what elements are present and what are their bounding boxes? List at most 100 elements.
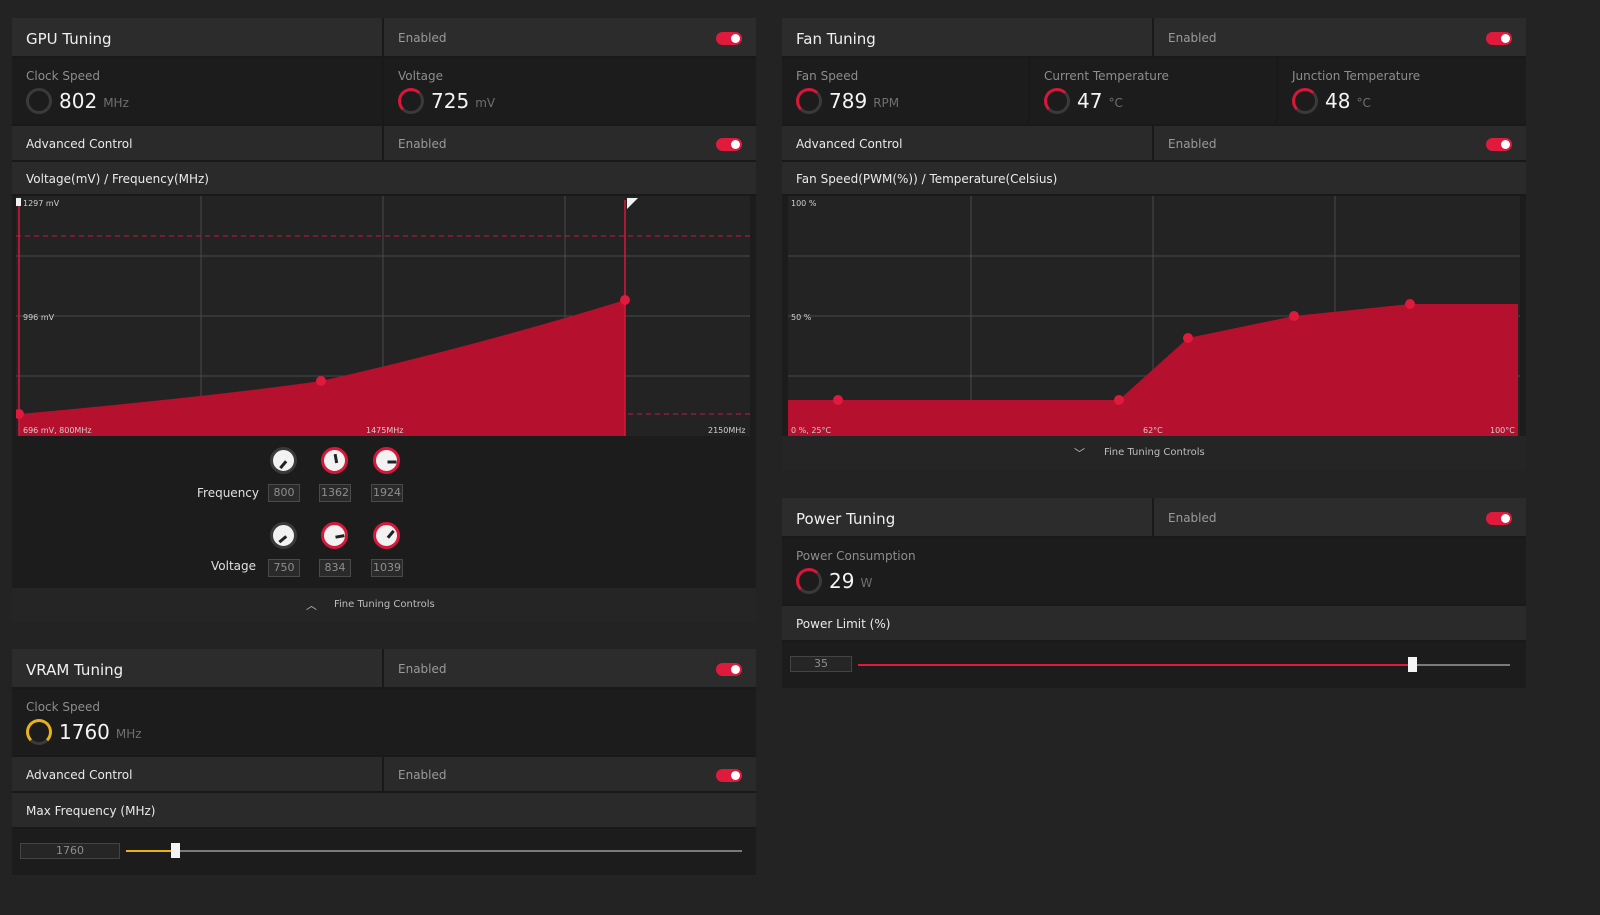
power-consumption-value: 29 — [829, 569, 855, 593]
gpu-fine-tuning-toggle[interactable]: ︿ Fine Tuning Controls — [12, 588, 756, 622]
gpu-tuning-toggle[interactable] — [716, 32, 742, 45]
power-limit-input[interactable]: 35 — [790, 656, 852, 672]
max-frequency-input[interactable]: 1760 — [20, 843, 120, 859]
fan-tuning-status: Enabled — [1168, 31, 1217, 45]
vram-clock-speed-label: Clock Speed — [26, 700, 101, 714]
gpu-chart-title: Voltage(mV) / Frequency(MHz) — [26, 172, 209, 186]
vram-clock-speed-value: 1760 — [59, 720, 110, 744]
gpu-advanced-control-row: Advanced Control Enabled — [12, 126, 756, 162]
vram-advanced-control-row: Advanced Control Enabled — [12, 757, 756, 793]
power-consumption-unit: W — [860, 576, 873, 590]
fan-advanced-control-label: Advanced Control — [796, 137, 903, 151]
gpu-tuning-panel: GPU Tuning Enabled Clock Speed 802 MHz V… — [12, 18, 756, 622]
gpu-advanced-control-status: Enabled — [398, 137, 447, 151]
vram-clock-speed-unit: MHz — [115, 727, 142, 741]
fan-fine-tuning-toggle[interactable]: ﹀ Fine Tuning Controls — [782, 436, 1526, 470]
power-limit-slider-thumb[interactable] — [1408, 657, 1417, 672]
vram-tuning-panel: VRAM Tuning Enabled Clock Speed 1760 MHz… — [12, 649, 756, 875]
max-frequency-slider-fill — [126, 850, 175, 852]
fan-advanced-control-toggle[interactable] — [1486, 138, 1512, 151]
vram-advanced-control-label: Advanced Control — [26, 768, 133, 782]
current-temperature-unit: °C — [1108, 96, 1123, 110]
junction-temperature-gauge-icon — [1292, 88, 1318, 114]
gpu-chart-bottom-right-label: 2150MHz — [708, 426, 746, 435]
chevron-up-icon: ︿ — [306, 599, 317, 612]
clock-speed-gauge-icon — [26, 88, 52, 114]
fan-chart-bottom-mid-label: 62°C — [1143, 426, 1163, 435]
gpu-chart-bottom-mid-label: 1475MHz — [366, 426, 404, 435]
gpu-metrics-row: Clock Speed 802 MHz Voltage 725 mV — [12, 58, 756, 126]
frequency-knob-3[interactable] — [373, 447, 400, 474]
fan-chart-top-left-label: 100 % — [791, 199, 817, 208]
voltage-knob-2[interactable] — [321, 522, 348, 549]
clock-speed-label: Clock Speed — [26, 69, 101, 83]
frequency-knob-2[interactable] — [321, 447, 348, 474]
power-tuning-panel: Power Tuning Enabled Power Consumption 2… — [782, 498, 1526, 688]
fan-tuning-toggle[interactable] — [1486, 32, 1512, 45]
fan-speed-gauge-icon — [796, 88, 822, 114]
max-frequency-slider-thumb[interactable] — [171, 843, 180, 858]
voltage-value: 725 — [431, 89, 470, 113]
fan-advanced-control-status: Enabled — [1168, 137, 1217, 151]
frequency-input-3[interactable]: 1924 — [371, 484, 403, 502]
gpu-tuning-title: GPU Tuning — [26, 30, 112, 48]
voltage-frequency-curve[interactable] — [16, 196, 750, 436]
power-limit-slider-fill — [858, 664, 1412, 666]
gpu-advanced-control-toggle[interactable] — [716, 138, 742, 151]
power-tuning-header: Power Tuning Enabled — [782, 498, 1526, 538]
frequency-input-2[interactable]: 1362 — [319, 484, 351, 502]
fan-speed-value: 789 — [829, 89, 868, 113]
current-temperature-gauge-icon — [1044, 88, 1070, 114]
fan-tuning-title: Fan Tuning — [796, 30, 876, 48]
frequency-row-label: Frequency — [197, 486, 259, 500]
power-tuning-status: Enabled — [1168, 511, 1217, 525]
fan-speed-unit: RPM — [873, 96, 900, 110]
vram-tuning-title: VRAM Tuning — [26, 661, 124, 679]
power-tuning-title: Power Tuning — [796, 510, 896, 528]
fan-chart-title-row: Fan Speed(PWM(%)) / Temperature(Celsius) — [782, 162, 1526, 196]
voltage-knob-3[interactable] — [373, 522, 400, 549]
clock-speed-value: 802 — [59, 89, 98, 113]
power-consumption-label: Power Consumption — [796, 549, 916, 563]
gpu-chart-top-left-label: 1297 mV — [23, 199, 60, 208]
gpu-fine-tuning-label: Fine Tuning Controls — [334, 599, 435, 610]
chevron-down-icon: ﹀ — [1074, 447, 1085, 460]
voltage-gauge-icon — [398, 88, 424, 114]
vram-advanced-control-status: Enabled — [398, 768, 447, 782]
fan-tuning-header: Fan Tuning Enabled — [782, 18, 1526, 58]
voltage-input-2[interactable]: 834 — [319, 559, 351, 577]
fan-speed-curve[interactable] — [788, 196, 1520, 436]
power-consumption-gauge-icon — [796, 568, 822, 594]
voltage-input-3[interactable]: 1039 — [371, 559, 403, 577]
junction-temperature-label: Junction Temperature — [1292, 69, 1421, 83]
power-limit-row: Power Limit (%) — [782, 606, 1526, 642]
voltage-knob-1[interactable] — [270, 522, 297, 549]
vram-tuning-toggle[interactable] — [716, 663, 742, 676]
power-limit-label: Power Limit (%) — [796, 617, 891, 631]
current-temperature-label: Current Temperature — [1044, 69, 1169, 83]
power-metrics-row: Power Consumption 29 W — [782, 538, 1526, 606]
fan-chart-mid-left-label: 50 % — [791, 313, 812, 322]
frequency-input-1[interactable]: 800 — [268, 484, 300, 502]
fan-metrics-row: Fan Speed 789 RPM Current Temperature 47… — [782, 58, 1526, 126]
vram-metrics-row: Clock Speed 1760 MHz — [12, 689, 756, 757]
voltage-row-label: Voltage — [211, 559, 257, 573]
fan-tuning-panel: Fan Tuning Enabled Fan Speed 789 RPM Cur… — [782, 18, 1526, 470]
voltage-unit: mV — [475, 96, 496, 110]
power-tuning-toggle[interactable] — [1486, 512, 1512, 525]
fan-curve-chart[interactable]: 100 % 50 % 0 %, 25°C 62°C 100°C — [788, 196, 1520, 436]
junction-temperature-value: 48 — [1325, 89, 1351, 113]
voltage-frequency-chart[interactable]: 1297 mV 996 mV 696 mV, 800MHz 1475MHz 21… — [16, 196, 750, 436]
max-frequency-slider-track[interactable] — [126, 850, 742, 852]
vram-clock-speed-gauge-icon — [26, 719, 52, 745]
fan-chart-bottom-right-label: 100°C — [1490, 426, 1515, 435]
junction-temperature-unit: °C — [1356, 96, 1371, 110]
vram-advanced-control-toggle[interactable] — [716, 769, 742, 782]
voltage-input-1[interactable]: 750 — [268, 559, 300, 577]
gpu-tuning-header: GPU Tuning Enabled — [12, 18, 756, 58]
fan-fine-tuning-label: Fine Tuning Controls — [1104, 447, 1205, 458]
gpu-tuning-status: Enabled — [398, 31, 447, 45]
gpu-chart-title-row: Voltage(mV) / Frequency(MHz) — [12, 162, 756, 196]
frequency-knob-1[interactable] — [270, 447, 297, 474]
fan-chart-bottom-left-label: 0 %, 25°C — [791, 426, 832, 435]
